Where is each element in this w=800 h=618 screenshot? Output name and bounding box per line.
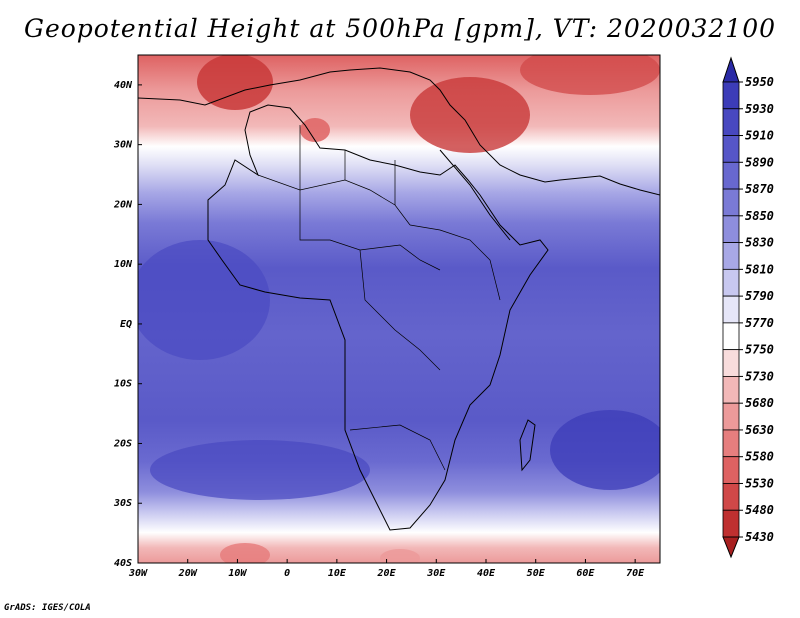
colorbar-box	[722, 402, 740, 431]
grads-credit: GrADS: IGES/COLA	[4, 603, 91, 613]
lon-tick-label: 20E	[377, 568, 397, 579]
lon-tick-label: 10E	[328, 568, 347, 579]
lon-tick-label: 30W	[128, 568, 148, 579]
lat-tick-label: 20N	[113, 199, 133, 210]
colorbar-label: 5790	[745, 289, 774, 303]
colorbar-label: 5430	[745, 530, 774, 544]
colorbar-label: 5680	[745, 396, 774, 410]
low-west-med	[197, 55, 273, 110]
colorbar-label: 5910	[745, 129, 774, 143]
coastlines	[138, 67, 660, 531]
colorbar-label: 5930	[745, 102, 774, 116]
colorbar-box	[722, 509, 740, 538]
colorbar-label: 5530	[745, 476, 774, 490]
lat-tick-label: 10N	[114, 259, 133, 270]
colorbar-box	[722, 135, 740, 163]
colorbar-label: 5750	[745, 343, 774, 357]
colorbar-label: 5770	[745, 316, 774, 330]
border-sahel	[257, 174, 411, 226]
low-south	[220, 543, 270, 563]
latitude-axis: 40N 30N 20N 10N EQ 10S 20S 30S 40S	[113, 80, 142, 569]
colorbar-label: 5580	[745, 450, 774, 464]
lon-tick-label: 40E	[477, 568, 496, 579]
lon-tick-label: 20W	[178, 568, 198, 579]
low-east-med	[410, 77, 530, 153]
colorbar-box	[722, 322, 740, 351]
madagascar-coast	[519, 419, 536, 472]
high-indian-ocean	[550, 410, 660, 490]
colorbar-label: 5630	[745, 423, 774, 437]
colorbar-box	[722, 242, 740, 270]
lat-tick-label: EQ	[120, 319, 132, 330]
border-central-2	[359, 249, 441, 371]
colorbar-box	[722, 376, 740, 404]
low-south-2	[380, 549, 420, 563]
lon-tick-label: 50E	[527, 568, 546, 579]
lat-tick-label: 40N	[114, 80, 133, 91]
colorbar-box	[722, 161, 740, 190]
colorbar-box	[722, 456, 740, 484]
border-south	[349, 424, 446, 471]
chart-title: Geopotential Height at 500hPa [gpm], VT:…	[23, 14, 777, 43]
lon-tick-label: 30E	[426, 568, 446, 579]
colorbar-box	[722, 429, 740, 458]
lat-tick-label: 30S	[113, 498, 132, 509]
colorbar-label: 5950	[745, 75, 774, 89]
high-atlantic	[138, 240, 270, 360]
border-east	[409, 224, 501, 301]
colorbar-label: 5810	[745, 262, 774, 276]
colorbar-box	[722, 215, 740, 243]
lon-tick-label: 60E	[576, 568, 595, 579]
borders	[257, 125, 501, 471]
colorbar-box	[722, 81, 740, 110]
lat-tick-label: 20S	[113, 438, 132, 449]
lon-tick-label: 0	[284, 568, 290, 579]
low-northeast	[520, 55, 660, 95]
colorbar: 5950 5930 5910 5890 5870 5850 5830 5810 5790 5770…	[722, 56, 774, 559]
colorbar-label: 5480	[745, 503, 774, 517]
north-coast	[138, 67, 660, 196]
colorbar-box	[722, 268, 740, 297]
colorbar-label: 5730	[745, 369, 774, 383]
colorbar-label: 5830	[745, 236, 774, 250]
colorbar-box	[722, 349, 740, 377]
africa-coast	[207, 104, 549, 531]
red-sea-coast	[439, 149, 511, 241]
colorbar-box	[722, 295, 740, 324]
lat-tick-label: 30N	[113, 140, 133, 151]
high-south-atlantic	[150, 440, 370, 500]
colorbar-label: 5890	[745, 155, 774, 169]
lat-tick-label: 10S	[114, 379, 132, 390]
colorbar-arrow-bottom	[722, 536, 740, 559]
colorbar-box	[722, 483, 740, 511]
colorbar-box	[722, 108, 740, 136]
colorbar-arrow-top	[722, 56, 740, 83]
colorbar-label: 5870	[745, 182, 774, 196]
height-field	[138, 55, 660, 563]
longitude-axis: 30W 20W 10W 0 10E 20E 30E 40E 50E 60E 70E	[128, 559, 645, 579]
colorbar-box	[722, 188, 740, 217]
border-north	[299, 125, 396, 205]
lon-tick-label: 70E	[626, 568, 645, 579]
lon-tick-label: 10W	[228, 568, 247, 579]
colorbar-label: 5850	[745, 209, 774, 223]
lat-tick-label: 40S	[114, 558, 132, 569]
plot-frame	[137, 54, 661, 564]
low-sahara	[300, 118, 330, 142]
